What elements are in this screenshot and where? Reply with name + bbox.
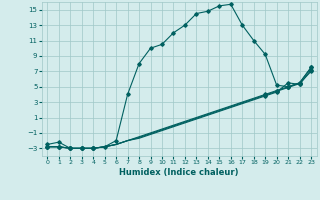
X-axis label: Humidex (Indice chaleur): Humidex (Indice chaleur) xyxy=(119,168,239,177)
